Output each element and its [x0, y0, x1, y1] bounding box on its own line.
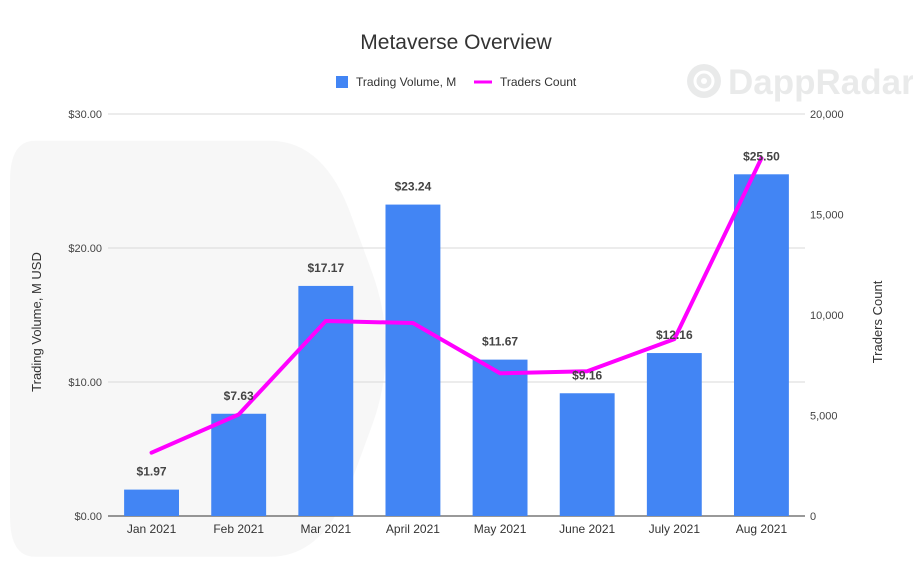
bar-data-label: $1.97	[137, 465, 167, 479]
y-right-tick-labels: 0 5,000 10,000 15,000 20,000	[810, 109, 844, 523]
bar-data-label: $25.50	[743, 149, 780, 163]
traders-count-line	[149, 156, 764, 455]
dappradar-logo: DappRadar	[687, 63, 913, 102]
chart-legend: Trading Volume, M Traders Count	[336, 75, 577, 89]
bar	[211, 413, 267, 516]
y-right-tick-label: 20,000	[810, 109, 844, 121]
bar	[298, 285, 354, 516]
legend-label-traders-count: Traders Count	[500, 75, 577, 89]
x-tick-label: Aug 2021	[736, 522, 788, 536]
bar-data-label: $11.67	[482, 335, 518, 349]
dappradar-watermark-graphic	[10, 140, 386, 557]
y-right-tick-label: 0	[810, 511, 816, 523]
y-left-tick-label: $0.00	[74, 511, 102, 523]
bar	[646, 353, 702, 516]
bar	[385, 204, 441, 517]
bar-data-labels: $1.97 $7.63 $17.17 $23.24 $11.67 $9.16 $12.16 $…	[137, 149, 781, 478]
bar	[559, 393, 615, 516]
x-tick-label: Feb 2021	[213, 522, 264, 536]
dappradar-logo-icon	[687, 64, 721, 98]
x-tick-label: June 2021	[559, 522, 615, 536]
bar	[733, 174, 789, 517]
y-right-tick-label: 5,000	[810, 411, 838, 423]
bar	[124, 489, 180, 516]
x-tick-label: May 2021	[474, 522, 527, 536]
legend-swatch-trading-volume	[336, 76, 348, 88]
x-tick-label: Mar 2021	[300, 522, 351, 536]
bar	[472, 359, 528, 516]
bar-data-label: $7.63	[224, 389, 254, 403]
bar-data-label: $23.24	[395, 180, 432, 194]
x-tick-label: July 2021	[649, 522, 701, 536]
chart-title: Metaverse Overview	[360, 31, 552, 54]
y-left-tick-label: $20.00	[68, 243, 102, 255]
bar-data-label: $12.16	[656, 328, 693, 342]
x-tick-labels: Jan 2021 Feb 2021 Mar 2021 April 2021 May 20…	[127, 522, 788, 536]
x-tick-label: April 2021	[386, 522, 440, 536]
y-left-tick-labels: $0.00 $10.00 $20.00 $30.00	[68, 109, 102, 523]
y-right-tick-label: 10,000	[810, 310, 844, 322]
y-right-tick-label: 15,000	[810, 210, 844, 222]
bar-data-label: $9.16	[572, 368, 602, 382]
y-left-tick-label: $10.00	[68, 377, 102, 389]
bar-series	[124, 174, 789, 517]
dappradar-logo-text: DappRadar	[728, 63, 913, 102]
line-series	[149, 156, 764, 455]
y-left-tick-label: $30.00	[68, 109, 102, 121]
y-left-axis-label: Trading Volume, M USD	[29, 252, 44, 392]
bar-data-label: $17.17	[307, 261, 344, 275]
y-right-axis-label: Traders Count	[870, 280, 885, 363]
x-tick-label: Jan 2021	[127, 522, 177, 536]
legend-label-trading-volume: Trading Volume, M	[356, 75, 456, 89]
